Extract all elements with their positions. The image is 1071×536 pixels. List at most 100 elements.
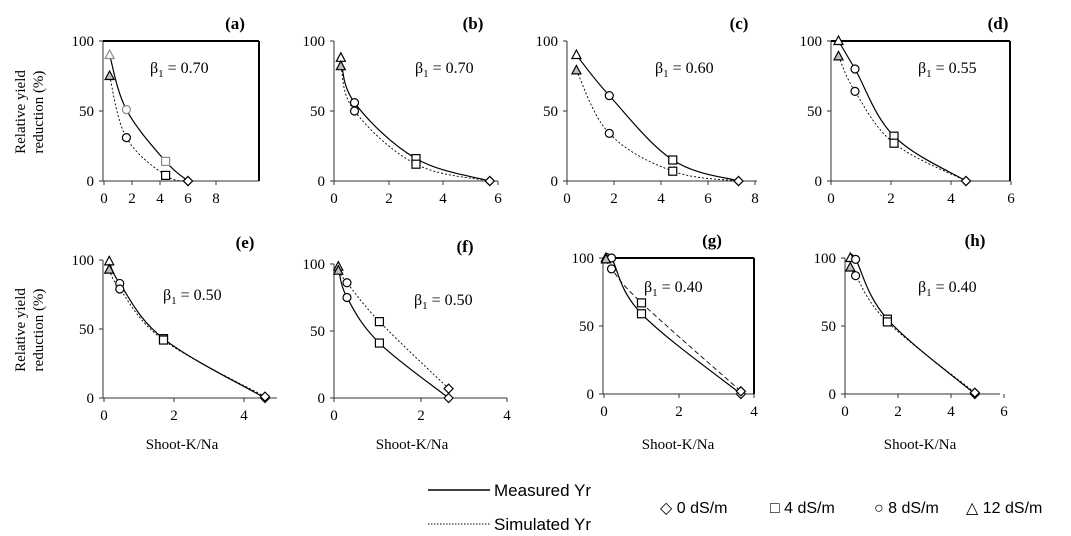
measured-line <box>605 253 742 395</box>
x-tick-label: 4 <box>240 408 248 424</box>
x-tick-label: 2 <box>128 191 136 207</box>
panels: 0 2 4 6 8 0 50 100 (a) β1 = 0.70 0 2 4 6 0 50 100 (b) β1 =… <box>72 14 1016 424</box>
y-tick-label: 50 <box>543 104 558 120</box>
x-tick-label: 0 <box>827 191 835 207</box>
x-axis-label-h: Shoot-K/Na <box>884 437 957 453</box>
panel-label: (d) <box>988 14 1009 33</box>
legend: Measured Yr Simulated Yr ◇ 0 dS/m □ 4 dS… <box>428 481 1042 534</box>
simulated-line <box>340 66 490 182</box>
simulated-point-circle <box>121 133 132 143</box>
x-axis-label-f: Shoot-K/Na <box>376 437 449 453</box>
simulated-point-diamond <box>733 175 744 187</box>
simulated-point-diamond <box>960 175 972 187</box>
x-tick-label: 2 <box>170 408 178 424</box>
legend-marker-4dsm: □ 4 dS/m <box>770 500 835 517</box>
y-tick-label: 0 <box>551 174 559 190</box>
y-tick-label: 0 <box>829 387 837 403</box>
y-tick-label: 50 <box>807 104 822 120</box>
panel-label: (h) <box>965 231 986 250</box>
x-tick-label: 2 <box>887 191 895 207</box>
x-tick-label: 0 <box>841 404 849 420</box>
x-tick-label: 6 <box>1007 191 1015 207</box>
y-axis-label-top-line1: Relative yield <box>13 70 29 154</box>
x-tick-label: 0 <box>100 408 108 424</box>
panel-f: 0 2 4 0 50 100 (f) β1 = 0.50 <box>303 237 512 424</box>
measured-line <box>340 57 490 182</box>
simulated-point-square <box>411 159 421 169</box>
legend-marker-8dsm: ○ 8 dS/m <box>874 500 939 517</box>
simulated-line <box>108 269 266 397</box>
x-tick-label: 2 <box>675 404 683 420</box>
simulated-point-triangle <box>103 263 115 274</box>
measured-line <box>109 54 189 182</box>
x-tick-label: 0 <box>330 408 338 424</box>
simulated-point-square <box>158 335 169 345</box>
y-tick-label: 100 <box>303 34 326 50</box>
measured-point-square <box>374 338 385 348</box>
measured-point-circle <box>850 64 860 74</box>
y-axis-label-bottom-line1: Relative yield <box>13 288 29 372</box>
beta-annotation: β1 = 0.55 <box>918 60 977 80</box>
measured-point-square <box>636 309 647 319</box>
y-tick-label: 100 <box>303 257 326 273</box>
beta-annotation: β1 = 0.60 <box>655 60 714 80</box>
simulated-point-circle <box>606 264 617 274</box>
y-tick-label: 0 <box>318 391 326 407</box>
beta-annotation: β1 = 0.40 <box>918 279 977 299</box>
simulated-point-square <box>889 138 899 148</box>
x-axis-label-g: Shoot-K/Na <box>642 437 715 453</box>
simulated-point-circle <box>850 86 860 97</box>
panel-h: 0 2 4 6 0 50 100 (h) β1 = 0.40 <box>814 231 1009 420</box>
measured-point-triangle <box>104 48 116 60</box>
simulated-point-square <box>636 298 647 308</box>
simulated-point-diamond <box>259 391 271 402</box>
x-tick-label: 8 <box>751 191 759 207</box>
panel-a: 0 2 4 6 8 0 50 100 (a) β1 = 0.70 <box>72 14 260 207</box>
panel-b: 0 2 4 6 0 50 100 (b) β1 = 0.70 <box>303 14 503 207</box>
x-tick-label: 0 <box>330 191 338 207</box>
x-tick-label: 2 <box>417 408 425 424</box>
y-tick-label: 0 <box>815 174 823 190</box>
x-axis-label-e: Shoot-K/Na <box>146 437 219 453</box>
measured-point-circle <box>604 90 614 101</box>
legend-marker-12dsm: △ 12 dS/m <box>966 500 1042 517</box>
panel-label: (c) <box>730 14 749 33</box>
y-tick-label: 50 <box>821 319 836 335</box>
measured-line <box>108 261 266 399</box>
y-tick-label: 0 <box>318 174 326 190</box>
measured-point-diamond <box>443 392 454 404</box>
beta-annotation: β1 = 0.70 <box>150 60 209 80</box>
panel-label: (f) <box>457 237 474 256</box>
simulated-point-diamond <box>484 175 496 187</box>
panel-label: (b) <box>463 14 484 33</box>
beta-annotation: β1 = 0.70 <box>415 60 474 80</box>
simulated-line <box>838 56 967 182</box>
simulated-point-circle <box>850 271 861 281</box>
y-tick-label: 50 <box>579 319 594 335</box>
x-tick-label: 4 <box>156 191 164 207</box>
simulated-point-square <box>374 317 385 327</box>
simulated-point-triangle <box>332 264 344 275</box>
measured-point-circle <box>121 104 132 115</box>
measured-point-triangle <box>570 48 582 60</box>
simulated-point-diamond <box>969 387 981 398</box>
panel-g: 0 2 4 0 50 100 (g) β1 = 0.40 <box>572 231 759 420</box>
x-tick-label: 4 <box>947 404 955 420</box>
x-tick-label: 6 <box>704 191 712 207</box>
x-tick-label: 0 <box>600 404 608 420</box>
simulated-point-diamond <box>735 385 747 397</box>
simulated-point-diamond <box>182 175 194 187</box>
panel-label: (e) <box>236 233 255 252</box>
beta-annotation: β1 = 0.50 <box>163 287 222 307</box>
simulated-line <box>109 75 189 182</box>
simulated-point-triangle <box>844 261 856 272</box>
simulated-point-triangle <box>570 64 582 75</box>
measured-point-triangle <box>833 34 844 46</box>
x-tick-label: 0 <box>563 191 571 207</box>
x-tick-label: 4 <box>947 191 955 207</box>
simulated-point-circle <box>604 128 614 138</box>
simulated-line <box>576 70 739 182</box>
x-tick-label: 6 <box>494 191 502 207</box>
panel-label: (g) <box>702 231 722 250</box>
